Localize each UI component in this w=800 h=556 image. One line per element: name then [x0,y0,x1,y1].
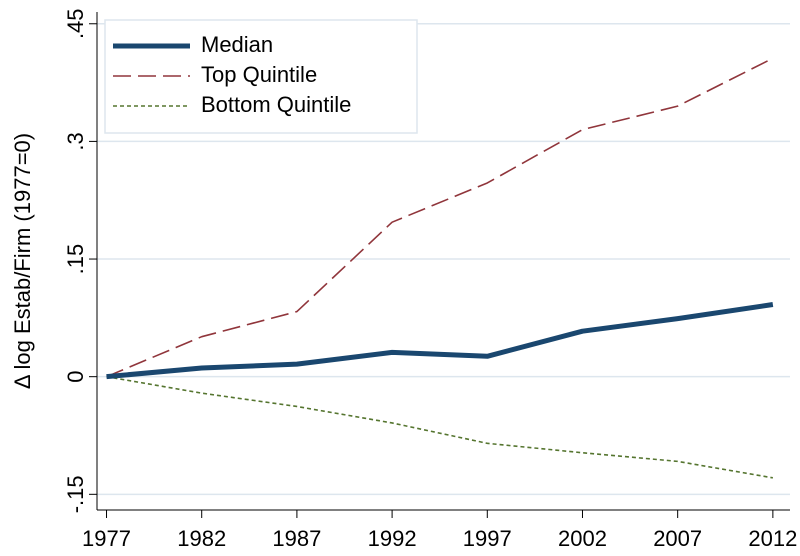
legend-label: Bottom Quintile [201,92,351,117]
legend-label: Top Quintile [201,62,317,87]
y-tick-label: .3 [63,132,88,150]
x-tick-label: 1982 [177,526,226,551]
line [106,302,774,380]
x-tick-label: 2012 [748,526,797,551]
line [106,375,774,479]
y-tick-label: .15 [63,244,88,275]
y-axis-label: Δ log Estab/Firm (1977=0) [10,133,35,389]
legend-box [104,19,418,134]
x-tick-label: 1977 [82,526,131,551]
y-tick-label: 0 [63,371,88,383]
y-tick-label: -.15 [63,475,88,513]
line [106,57,774,378]
x-tick-label: 2007 [653,526,702,551]
x-tick-label: 1987 [272,526,321,551]
x-tick-label: 1992 [368,526,417,551]
legend-label: Median [201,32,273,57]
x-tick-label: 1997 [463,526,512,551]
x-tick-label: 2002 [558,526,607,551]
y-tick-label: .45 [63,8,88,39]
